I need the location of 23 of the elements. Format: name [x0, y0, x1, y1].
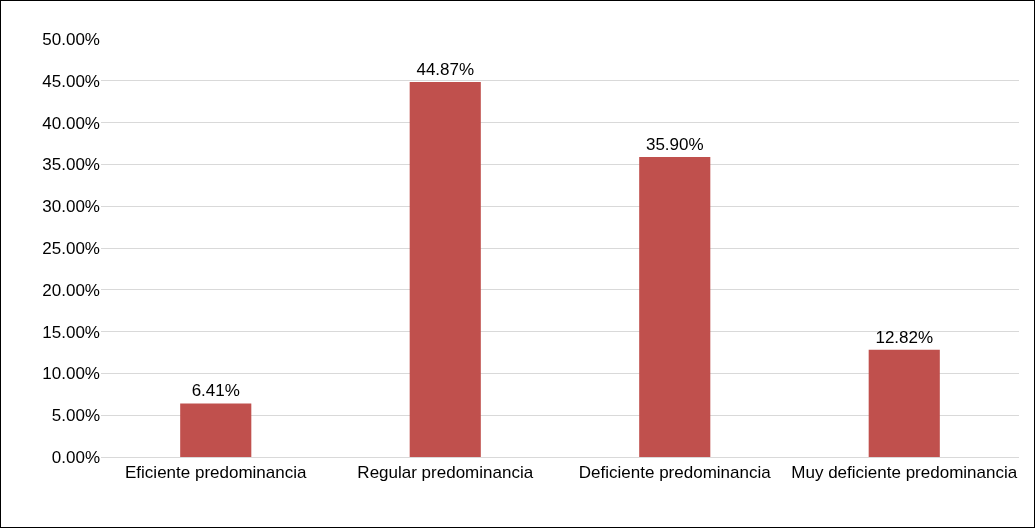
bar	[409, 81, 481, 457]
data-label: 44.87%	[416, 59, 475, 79]
y-tick-label: 40.00%	[42, 113, 100, 133]
y-tick-label: 5.00%	[51, 406, 100, 426]
y-tick-label: 10.00%	[42, 364, 100, 384]
y-tick-label: 30.00%	[42, 197, 100, 217]
y-tick-label: 25.00%	[42, 238, 100, 258]
data-label: 12.82%	[875, 327, 934, 347]
bar	[868, 349, 940, 457]
x-tick-label: Muy deficiente predominancia	[791, 463, 1018, 483]
data-label: 6.41%	[191, 381, 240, 401]
y-tick-label: 20.00%	[42, 280, 100, 300]
y-tick-label: 15.00%	[42, 322, 100, 342]
y-tick-label: 35.00%	[42, 155, 100, 175]
data-label: 35.90%	[645, 134, 704, 154]
x-tick-label: Eficiente predominancia	[125, 463, 308, 483]
y-tick-label: 0.00%	[51, 447, 100, 467]
x-tick-label: Deficiente predominancia	[578, 463, 772, 483]
bar	[180, 403, 252, 457]
x-tick-label: Regular predominancia	[357, 463, 534, 483]
y-tick-label: 45.00%	[42, 71, 100, 91]
y-tick-label: 50.00%	[42, 29, 100, 49]
bar	[639, 156, 711, 457]
